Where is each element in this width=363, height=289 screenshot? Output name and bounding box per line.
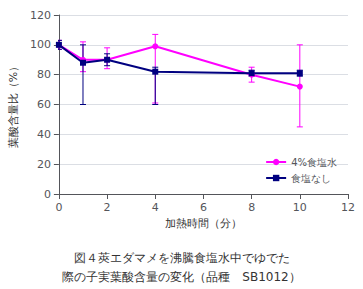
svg-text:食塩なし: 食塩なし (291, 173, 331, 184)
svg-text:4: 4 (152, 201, 159, 214)
svg-text:0: 0 (44, 188, 51, 201)
svg-text:60: 60 (37, 98, 51, 111)
svg-text:40: 40 (37, 128, 51, 141)
svg-text:図４莢エダマメを沸騰食塩水中でゆでた: 図４莢エダマメを沸騰食塩水中でゆでた (74, 251, 290, 265)
svg-text:20: 20 (37, 158, 51, 171)
svg-text:6: 6 (200, 201, 207, 214)
svg-text:葉酸含量比（%）: 葉酸含量比（%） (7, 61, 20, 148)
svg-text:際の子実葉酸含量の変化（品種 SB1012）: 際の子実葉酸含量の変化（品種 SB1012） (62, 270, 300, 284)
svg-text:100: 100 (30, 38, 51, 51)
svg-text:12: 12 (341, 201, 355, 214)
svg-text:0: 0 (55, 201, 62, 214)
svg-text:120: 120 (30, 9, 51, 22)
svg-text:4%食塩水: 4%食塩水 (291, 157, 337, 168)
svg-text:80: 80 (37, 68, 51, 81)
svg-text:8: 8 (248, 201, 255, 214)
svg-text:10: 10 (293, 201, 307, 214)
svg-text:加熱時間（分）: 加熱時間（分） (165, 217, 242, 230)
svg-text:2: 2 (104, 201, 111, 214)
